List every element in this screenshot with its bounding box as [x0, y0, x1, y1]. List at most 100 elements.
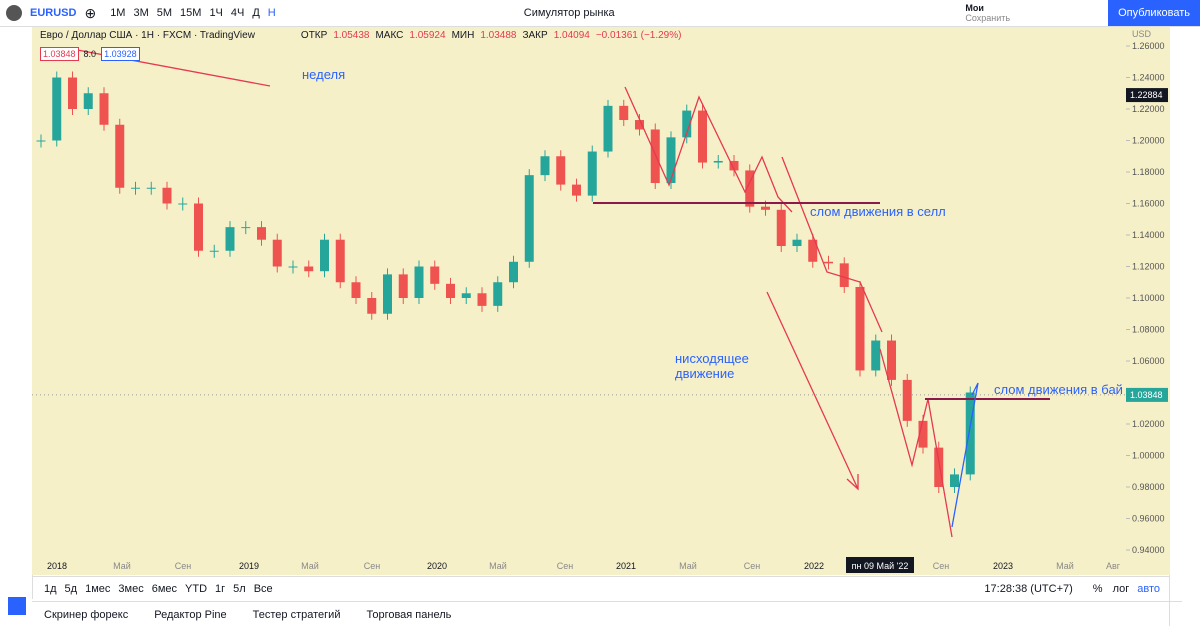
panel-tab[interactable]: Торговая панель — [366, 608, 452, 621]
candle — [83, 93, 93, 109]
symbol[interactable]: EURUSD — [30, 7, 77, 19]
interval[interactable]: 4Ч — [230, 7, 245, 19]
x-tick-label: пн 09 Май '22 — [852, 561, 909, 571]
candle — [556, 156, 566, 185]
annotation: слом движения в бай — [994, 382, 1123, 397]
annotation: нисходящее движение — [675, 351, 749, 381]
range[interactable]: Все — [253, 583, 273, 595]
y-tick-label: 0.96000 — [1132, 514, 1165, 524]
intervals: 1M 3M 5M 15M 1Ч 4Ч Д Н — [110, 7, 276, 19]
y-tick-label: 1.20000 — [1132, 136, 1165, 146]
simulator[interactable]: Симулятор рынка — [523, 7, 615, 19]
candle — [965, 392, 975, 475]
range[interactable]: 5л — [233, 583, 246, 595]
panel-tab[interactable]: Скринер форекс — [44, 608, 129, 621]
candle — [241, 227, 251, 229]
candle — [446, 283, 455, 298]
candle — [257, 227, 266, 240]
clock: 17:28:38 (UTC+7) — [984, 583, 1073, 595]
candle — [587, 151, 597, 196]
candle — [272, 239, 282, 267]
y-tick-label: 1.08000 — [1132, 325, 1165, 335]
candle — [304, 266, 314, 272]
y-tick-label: 1.18000 — [1132, 167, 1165, 177]
y-tick-label: 1.00000 — [1132, 451, 1165, 461]
price-label: 1.03848 — [1130, 390, 1163, 400]
percent[interactable]: % — [1092, 583, 1103, 595]
buy[interactable]: 1.03928 — [101, 47, 140, 61]
interval[interactable]: 1M — [110, 7, 126, 19]
log[interactable]: лог — [1112, 583, 1130, 595]
y-tick-label: 1.10000 — [1132, 293, 1165, 303]
interval[interactable]: 5M — [156, 7, 173, 19]
interval[interactable]: 15M — [180, 7, 202, 19]
candle — [619, 105, 629, 121]
auto[interactable]: авто — [1137, 583, 1160, 595]
sell[interactable]: 1.03848 — [40, 47, 79, 61]
annotation-box: нисходящее движение — [675, 351, 749, 381]
candle — [225, 227, 235, 251]
x-tick-label: 2019 — [239, 561, 259, 571]
y-tick-label: 1.16000 — [1132, 199, 1165, 209]
currency: USD — [1132, 29, 1152, 39]
x-tick-label: 2023 — [993, 561, 1013, 571]
candle — [603, 105, 613, 152]
annotation: слом движения в селл — [810, 204, 946, 219]
layout[interactable]: Мои Сохранить — [965, 3, 1010, 23]
interval[interactable]: 3M — [133, 7, 149, 19]
candle — [131, 187, 140, 189]
right-sidebar — [1169, 27, 1200, 626]
range[interactable]: 1мес — [85, 583, 111, 595]
range[interactable]: 6мес — [151, 583, 178, 595]
candle — [572, 184, 581, 196]
h-label: МАКС — [375, 30, 404, 41]
y-tick-label: 1.06000 — [1132, 356, 1165, 366]
candle — [36, 140, 46, 142]
candle — [902, 379, 912, 421]
x-tick-label: Сен — [364, 561, 381, 571]
bottom-panel: Скринер форекс Редактор Pine Тестер страте… — [32, 601, 1182, 626]
x-tick-label: 2020 — [427, 561, 447, 571]
panel-tab[interactable]: Редактор Pine — [154, 608, 227, 621]
range[interactable]: 1д — [44, 583, 57, 595]
legend-title: Евро / Доллар США · 1H · FXCM · TradingV… — [40, 30, 255, 41]
y-tick-label: 1.12000 — [1132, 262, 1165, 272]
candle — [666, 137, 676, 184]
avatar[interactable] — [6, 5, 22, 21]
candle — [209, 250, 219, 252]
x-tick-label: Май — [489, 561, 507, 571]
publish[interactable]: Опубликовать — [1108, 0, 1200, 26]
interval[interactable]: Д — [252, 7, 260, 19]
y-tick-label: 0.98000 — [1132, 482, 1165, 492]
l: 1.03488 — [480, 30, 517, 41]
range[interactable]: 5д — [64, 583, 78, 595]
candle — [887, 340, 896, 380]
candle — [178, 203, 188, 205]
candle — [761, 206, 770, 210]
candle — [871, 340, 881, 371]
y-tick-label: 1.22000 — [1132, 104, 1165, 114]
interval[interactable]: Н — [267, 7, 276, 19]
o-label: ОТКР — [300, 30, 328, 41]
range[interactable]: 3мес — [118, 583, 144, 595]
panel-tab[interactable]: Тестер стратегий — [252, 608, 341, 621]
candle — [713, 160, 723, 163]
price-label: 1.22884 — [1130, 90, 1163, 100]
candle — [367, 298, 377, 314]
add[interactable]: ⊕ — [84, 4, 97, 21]
candle — [162, 187, 172, 204]
range[interactable]: YTD — [185, 583, 208, 595]
candle — [414, 266, 424, 298]
watch-icon[interactable] — [8, 597, 26, 615]
price-axis-bg — [1126, 27, 1170, 555]
drawings — [71, 48, 953, 538]
candle — [729, 160, 739, 171]
range[interactable]: 1г — [215, 583, 226, 595]
x-tick-label: Сен — [557, 561, 574, 571]
buy-arrow — [951, 382, 979, 528]
saved-top: Мои — [965, 3, 984, 13]
left-toolbar — [0, 27, 33, 615]
interval[interactable]: 1Ч — [209, 7, 223, 19]
candle — [477, 293, 487, 306]
saved-bottom: Сохранить — [965, 13, 1011, 23]
